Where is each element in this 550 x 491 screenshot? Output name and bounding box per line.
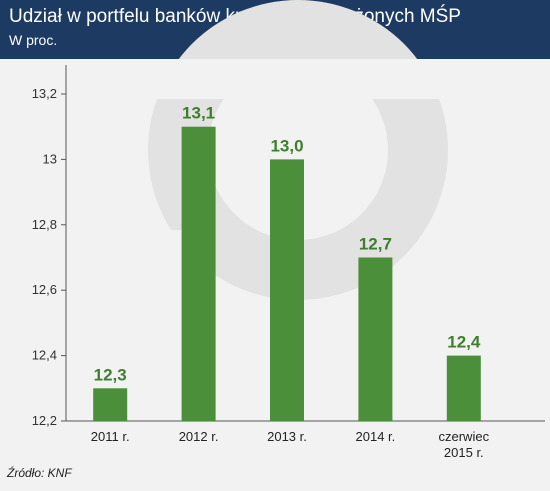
bar-value-label: 12,3 [94,365,127,384]
y-tick-label: 13 [43,151,57,166]
bar [93,388,128,421]
bar [181,126,216,421]
x-category-label: 2012 r. [179,429,219,444]
bar [446,355,481,421]
watermark-cut [140,59,460,99]
bar [358,257,393,421]
bar-value-label: 12,4 [447,333,481,352]
source-note: Źródło: KNF [7,466,72,480]
chart-bars [93,126,481,421]
y-tick-label: 12,4 [32,348,57,363]
chart-subtitle: W proc. [9,32,58,48]
y-tick-label: 12,8 [32,217,57,232]
watermark-logo [140,0,460,350]
x-category-label: 2011 r. [91,429,130,444]
y-tick-label: 12,6 [32,282,57,297]
x-category-label: 2013 r. [267,429,307,444]
y-tick-label: 13,2 [32,86,57,101]
bar-value-label: 13,1 [182,104,215,123]
x-category-label: czerwiec [439,429,490,444]
bar [270,159,304,421]
chart-labels: 12,3 2011 r. 13,1 2012 r. 13,0 2013 r. 12,7 201… [91,104,490,460]
bar-value-label: 13,0 [270,136,303,155]
x-category-label: 2015 r. [444,445,484,460]
bar-value-label: 12,7 [359,235,392,254]
watermark-ring-hole [208,60,388,240]
y-tick-label: 12,2 [32,413,57,428]
x-category-label: 2014 r. [356,429,396,444]
